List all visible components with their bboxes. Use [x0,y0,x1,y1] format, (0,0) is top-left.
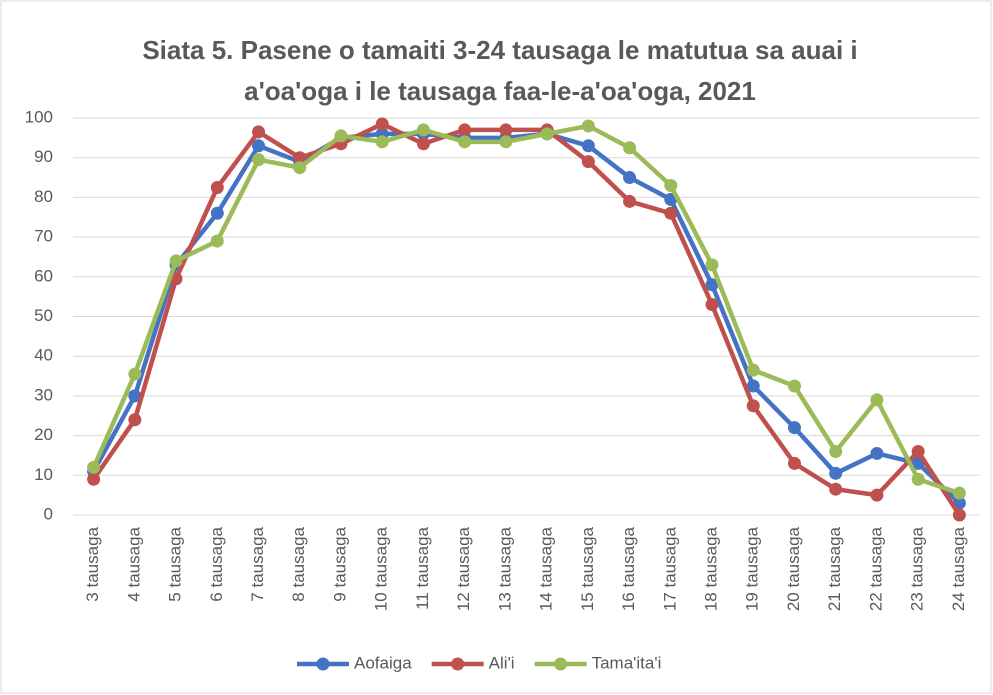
data-point [746,379,760,393]
data-point [705,278,719,292]
data-point [416,123,430,137]
data-point [375,135,389,149]
data-point [623,171,637,185]
data-point [128,413,142,427]
legend-marker [451,657,465,671]
x-tick-label: 19 tausaga [743,526,762,611]
y-tick-label: 0 [44,504,53,523]
x-tick-label: 20 tausaga [784,526,803,611]
y-tick-label: 100 [25,107,53,126]
series-line [91,121,962,517]
data-point [787,421,801,435]
x-tick-label: 21 tausaga [825,526,844,611]
data-point [705,258,719,272]
data-point [952,486,966,500]
data-point [375,117,389,131]
y-tick-label: 30 [34,385,53,404]
data-point [499,135,513,149]
data-point [87,472,101,486]
x-tick-label: 11 tausaga [413,526,432,609]
data-point [829,466,843,480]
legend-marker [316,657,330,671]
series-line [91,123,961,496]
data-point [581,139,595,153]
legend-marker [554,657,568,671]
data-point [128,389,142,403]
data-point [252,139,266,153]
data-point [623,141,637,155]
x-tick-label: 9 tausaga [330,526,349,601]
data-point [664,178,678,192]
data-point [870,488,884,502]
y-tick-label: 70 [34,227,53,246]
data-point [581,155,595,169]
x-tick-label: 17 tausaga [660,526,679,611]
data-point [705,298,719,312]
legend-label: Aofaiga [354,653,412,672]
data-point [210,180,224,194]
data-point [746,363,760,377]
data-point [952,508,966,522]
data-point [87,460,101,474]
data-point [870,446,884,460]
y-tick-label: 50 [34,306,53,325]
chart-title: Siata 5. Pasene o tamaiti 3-24 tausaga l… [142,35,857,65]
data-point [210,206,224,220]
data-point [746,399,760,413]
y-tick-label: 80 [34,187,53,206]
x-tick-label: 10 tausaga [372,526,391,611]
x-tick-label: 4 tausaga [124,526,143,601]
x-tick-label: 3 tausaga [83,526,102,601]
chart-title: a'oa'oga i le tausaga faa-le-a'oa'oga, 2… [244,76,756,106]
data-point [540,127,554,141]
x-tick-label: 24 tausaga [949,526,968,611]
x-tick-label: 15 tausaga [578,526,597,611]
legend-label: Ali'i [489,653,515,672]
x-tick-label: 23 tausaga [908,526,927,611]
data-point [911,472,925,486]
data-point [169,254,183,268]
data-point [829,482,843,496]
data-point [458,135,472,149]
x-tick-label: 6 tausaga [207,526,226,601]
x-tick-label: 5 tausaga [166,526,185,601]
x-tick-label: 7 tausaga [248,526,267,601]
x-tick-label: 16 tausaga [619,526,638,611]
y-tick-label: 20 [34,425,53,444]
data-point [911,444,925,458]
data-point [210,234,224,248]
data-point [128,367,142,381]
data-point [581,119,595,133]
data-point [252,153,266,167]
data-point [787,456,801,470]
data-point [252,125,266,139]
data-point [334,129,348,143]
data-point [293,151,307,165]
x-tick-label: 22 tausaga [866,526,885,611]
x-tick-label: 8 tausaga [289,526,308,601]
x-tick-label: 13 tausaga [495,526,514,611]
data-point [458,123,472,137]
legend-label: Tama'ita'i [592,653,662,672]
data-point [664,206,678,220]
data-point [623,194,637,208]
y-tick-label: 90 [34,147,53,166]
data-point [293,161,307,175]
y-tick-label: 40 [34,346,53,365]
data-point [870,393,884,407]
y-tick-label: 60 [34,266,53,285]
x-tick-label: 14 tausaga [537,526,556,611]
x-tick-label: 12 tausaga [454,526,473,611]
data-point [829,444,843,458]
data-point [416,137,430,151]
x-tick-label: 18 tausaga [702,526,721,611]
data-point [787,379,801,393]
data-point [499,123,513,137]
y-tick-label: 10 [34,465,53,484]
